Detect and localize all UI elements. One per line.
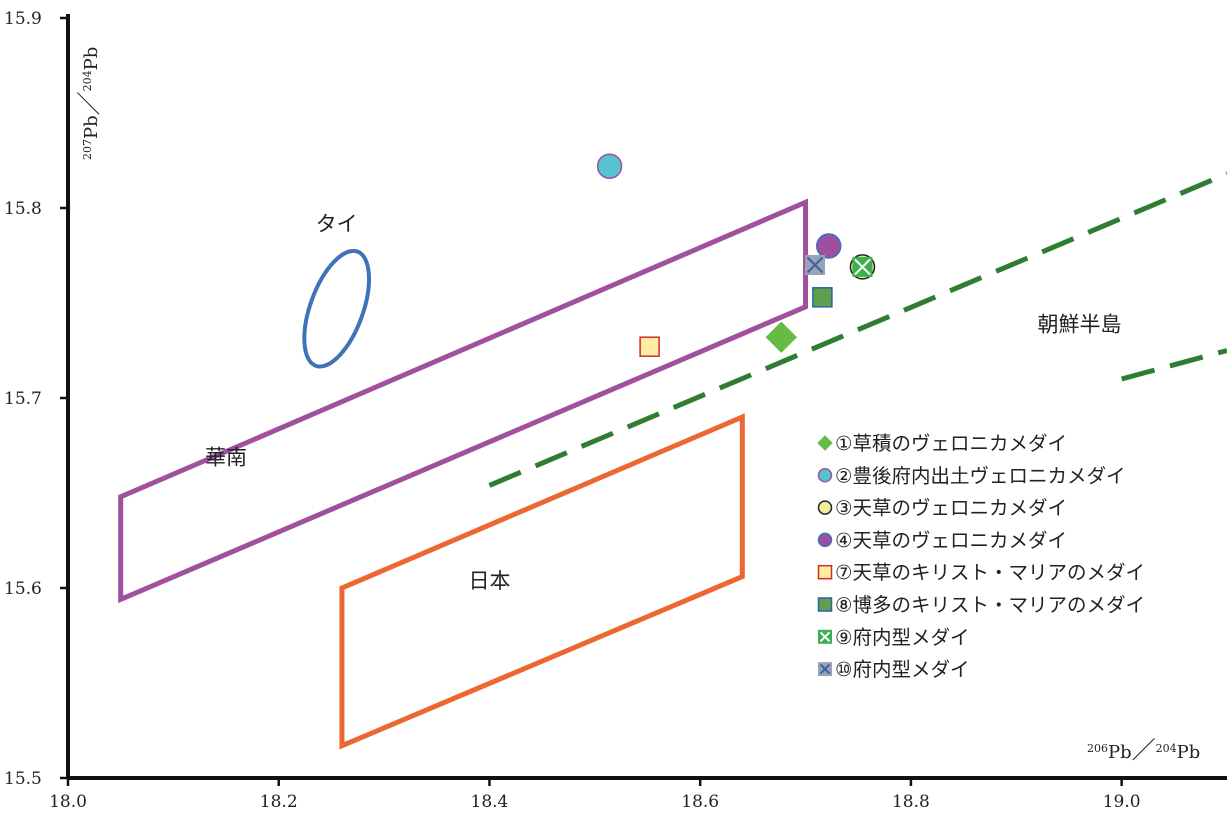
y-tick-label: 15.5: [4, 769, 42, 789]
x-tick-label: 18.2: [260, 792, 298, 812]
data-point-7: [852, 256, 873, 277]
legend: ①草積のヴェロニカメダイ ②豊後府内出土ヴェロニカメダイ ③天草のヴェロニカメダイ ④…: [817, 432, 1145, 681]
data-point-1: [765, 321, 798, 353]
x-axis-label: 206Pb／204Pb: [1087, 736, 1200, 764]
legend-marker-4: [817, 532, 833, 548]
x-tick-label: 19.0: [1103, 792, 1141, 812]
legend-label-6: ⑧博多のキリスト・マリアのメダイ: [835, 594, 1145, 617]
y-axis-label-el-bottom: Pb: [81, 47, 102, 71]
data-point-8: [805, 255, 826, 275]
legend-marker-7: [818, 629, 832, 644]
y-tick-label: 15.8: [4, 199, 42, 219]
legend-label-2: ②豊後府内出土ヴェロニカメダイ: [835, 464, 1125, 487]
legend-label-4: ④天草のヴェロニカメダイ: [835, 529, 1067, 552]
legend-marker-5: [817, 564, 833, 580]
data-point-7-cross: [854, 258, 871, 276]
korea-boundary-line: [1120, 348, 1227, 382]
y-axis-label-iso-bottom: 204: [81, 70, 94, 91]
legend-label-3: ③天草のヴェロニカメダイ: [835, 497, 1067, 520]
data-point-2: [596, 153, 623, 179]
x-tick-label: 18.4: [471, 792, 509, 812]
data-point-layer: [596, 153, 876, 357]
south-china-label: 華南: [205, 446, 247, 470]
korea-boundary-line: [488, 171, 1227, 488]
x-axis-label-iso-top: 206: [1087, 742, 1108, 755]
x-axis-label-sep: ／: [1132, 736, 1156, 764]
y-tick-label: 15.6: [4, 579, 42, 599]
legend-marker-2: [817, 468, 833, 483]
y-axis-label-sep: ／: [75, 91, 103, 115]
thailand-label: タイ: [316, 212, 358, 236]
data-point-6: [812, 287, 833, 308]
legend-label-5: ⑦天草のキリスト・マリアのメダイ: [835, 561, 1145, 584]
japan-label: 日本: [468, 569, 510, 593]
legend-marker-1: [817, 435, 833, 451]
y-axis-label-el-top: Pb: [81, 115, 102, 139]
legend-label-8: ⑩府内型メダイ: [835, 658, 969, 681]
data-point-5: [639, 336, 660, 357]
korea-label: 朝鮮半島: [1037, 313, 1121, 337]
data-point-4: [815, 233, 842, 259]
x-tick-label: 18.6: [681, 792, 719, 812]
y-axis-label: 207Pb／204Pb: [75, 47, 103, 160]
axes: 18.0 18.2 18.4 18.6 18.8 19.0 15.5 15.6 15.7 15.8…: [4, 9, 1227, 812]
japan-region: [339, 413, 745, 750]
thailand-region: [302, 248, 372, 369]
data-point-8-cross: [806, 256, 824, 274]
south-china-region: [118, 198, 809, 604]
y-tick-label: 15.9: [4, 9, 42, 29]
legend-marker-8: [818, 662, 832, 677]
x-tick-label: 18.8: [892, 792, 930, 812]
y-tick-label: 15.7: [4, 389, 42, 409]
legend-marker-8-cross: [819, 663, 831, 675]
x-axis-label-iso-bottom: 204: [1156, 742, 1177, 755]
legend-label-1: ①草積のヴェロニカメダイ: [835, 432, 1067, 455]
x-axis-label-el-bottom: Pb: [1177, 742, 1201, 763]
x-axis-label-el-top: Pb: [1108, 742, 1132, 763]
legend-marker-3: [817, 500, 833, 515]
legend-marker-6: [817, 597, 833, 612]
legend-marker-7-cross: [819, 631, 831, 643]
legend-label-7: ⑨府内型メダイ: [835, 626, 969, 649]
x-tick-label: 18.0: [49, 792, 87, 812]
y-axis-label-iso-top: 207: [81, 139, 94, 160]
